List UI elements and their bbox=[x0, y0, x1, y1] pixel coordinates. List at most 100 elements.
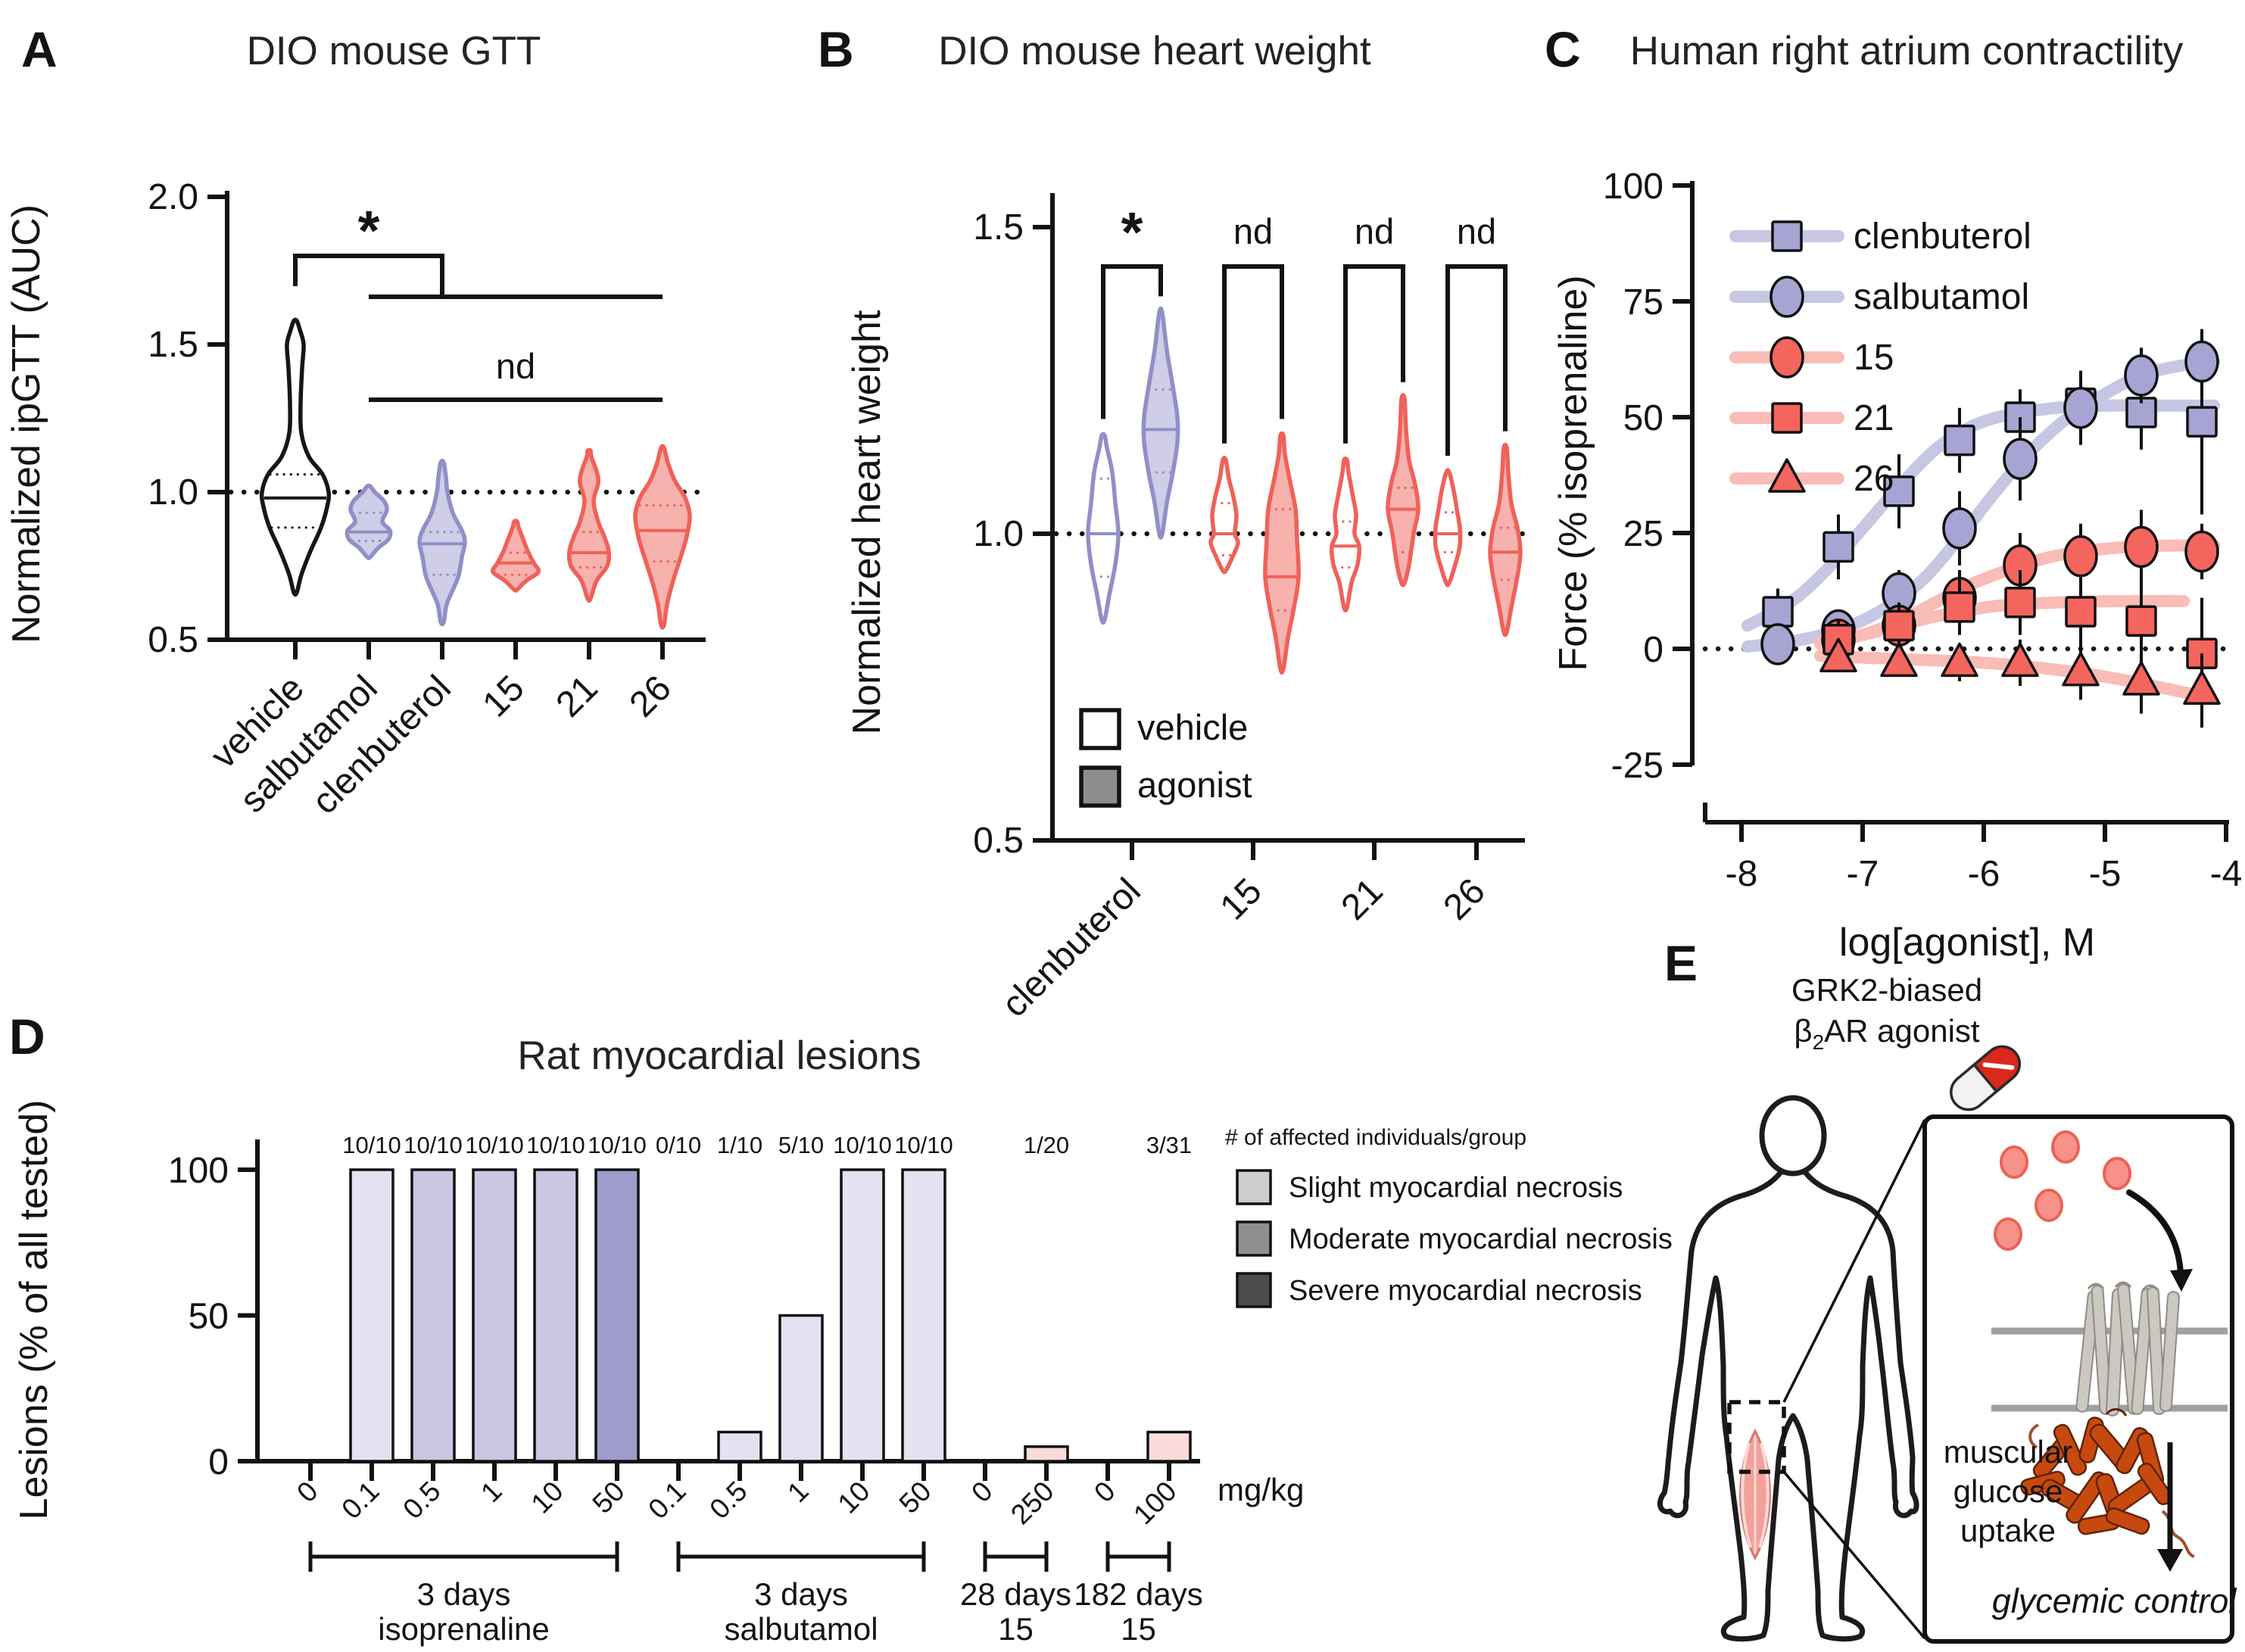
c-point-21 bbox=[1883, 609, 1915, 642]
d-count-label: 10/10 bbox=[404, 1132, 463, 1158]
d-count-label: 10/10 bbox=[833, 1132, 892, 1158]
c-legend-marker-26 bbox=[1768, 458, 1806, 493]
c-point-21 bbox=[2065, 596, 2097, 628]
muscle-icon bbox=[1739, 1428, 1771, 1561]
d-ytick: 50 bbox=[189, 1297, 229, 1337]
panel-a-title: DIO mouse GTT bbox=[247, 29, 541, 73]
c-legend-label: 21 bbox=[1854, 398, 1894, 438]
d-bar-100 bbox=[1146, 1430, 1192, 1463]
d-dose-label: 100 bbox=[1127, 1476, 1183, 1531]
d-bar-1 bbox=[778, 1314, 824, 1463]
a-violin-vehicle bbox=[259, 317, 332, 597]
glycemic-control-text: glycemic control bbox=[1992, 1582, 2238, 1620]
zoom-connector-bottom bbox=[1782, 1470, 1926, 1640]
panel-b-title: DIO mouse heart weight bbox=[938, 29, 1371, 73]
d-bar-0.5 bbox=[717, 1430, 762, 1463]
d-group-label: 15 bbox=[1121, 1611, 1156, 1647]
d-group-label: salbutamol bbox=[724, 1611, 878, 1647]
panel-d-title: Rat myocardial lesions bbox=[517, 1033, 921, 1078]
b-violin-agonist-15 bbox=[1263, 431, 1301, 675]
c-point-21 bbox=[2125, 605, 2157, 637]
panel-a: A DIO mouse GTT Normalized ipGTT (AUC) 0… bbox=[5, 21, 707, 822]
a-ytick: 0.5 bbox=[148, 620, 198, 660]
panel-b-letter: B bbox=[818, 21, 854, 77]
c-point-clenbuterol bbox=[2186, 406, 2218, 438]
c-ytick: 50 bbox=[1623, 398, 1663, 438]
c-ytick: 25 bbox=[1623, 514, 1663, 554]
d-dose-label: 0 bbox=[1088, 1476, 1121, 1509]
d-legend-swatch bbox=[1236, 1220, 1272, 1257]
vehicle-legend-label: vehicle bbox=[1137, 707, 1248, 747]
panel-d-legend: Slight myocardial necrosis Moderate myoca… bbox=[1236, 1169, 1673, 1308]
d-dose-label: 0 bbox=[291, 1476, 324, 1509]
b-ytick: 0.5 bbox=[973, 821, 1024, 861]
panel-d-ylabel: Lesions (% of all tested) bbox=[12, 1100, 56, 1520]
c-xtick: -8 bbox=[1726, 854, 1758, 894]
c-ytick: 100 bbox=[1603, 167, 1663, 207]
d-bar-0.5 bbox=[410, 1168, 456, 1463]
b-category-label: clenbuterol bbox=[994, 871, 1149, 1025]
grk2-kinase-icon bbox=[2020, 1408, 2195, 1558]
c-ytick: -25 bbox=[1611, 746, 1663, 786]
d-count-label: 10/10 bbox=[465, 1132, 524, 1158]
b-sig-star: * bbox=[1121, 201, 1143, 263]
c-point-26 bbox=[1819, 637, 1857, 672]
b-violin-vehicle-15 bbox=[1208, 456, 1240, 575]
a-sig-nd: nd bbox=[496, 346, 535, 386]
c-point-salbutamol bbox=[2124, 354, 2159, 397]
b-category-label: 15 bbox=[1213, 871, 1270, 927]
d-count-label: 3/31 bbox=[1146, 1132, 1192, 1158]
d-dose-label: 1 bbox=[781, 1476, 815, 1509]
d-legend-label: Slight myocardial necrosis bbox=[1289, 1172, 1623, 1204]
c-point-clenbuterol bbox=[1762, 596, 1794, 628]
c-legend-marker-salbutamol bbox=[1769, 276, 1804, 318]
b-category-label: 26 bbox=[1436, 871, 1493, 927]
d-count-label: 10/10 bbox=[588, 1132, 647, 1158]
c-point-salbutamol bbox=[1942, 507, 1977, 550]
d-bar-10 bbox=[533, 1168, 578, 1463]
panel-c-xlabel: log[agonist], M bbox=[1839, 921, 2095, 965]
d-bar-0.1 bbox=[349, 1168, 394, 1463]
panel-c: C Human right atrium contractility Force… bbox=[1545, 21, 2242, 965]
pill-icon bbox=[1950, 1045, 2021, 1111]
c-point-26 bbox=[1941, 642, 1978, 678]
d-count-label: 1/10 bbox=[717, 1132, 762, 1158]
d-bar-1 bbox=[472, 1168, 517, 1463]
d-count-label: 10/10 bbox=[342, 1132, 401, 1158]
a-violin-26 bbox=[633, 444, 692, 630]
c-trend-21 bbox=[1814, 594, 2190, 648]
d-dose-label: 1 bbox=[475, 1476, 508, 1509]
c-point-26 bbox=[2122, 661, 2160, 696]
d-legend-label: Moderate myocardial necrosis bbox=[1289, 1223, 1673, 1255]
b-sig-nd: nd bbox=[1355, 211, 1394, 251]
d-ytick: 100 bbox=[168, 1151, 229, 1191]
a-violin-15 bbox=[490, 519, 541, 593]
panel-b: B DIO mouse heart weight Normalized hear… bbox=[818, 21, 1526, 1025]
head bbox=[1759, 1095, 1827, 1177]
c-point-21 bbox=[2004, 587, 2036, 619]
c-xtick: -7 bbox=[1847, 854, 1879, 894]
panel-d-unit: mg/kg bbox=[1218, 1472, 1304, 1507]
c-point-15 bbox=[2063, 535, 2098, 578]
b-violin-agonist-26 bbox=[1488, 442, 1523, 637]
d-legend-swatch bbox=[1236, 1272, 1272, 1308]
b-violin-vehicle-26 bbox=[1433, 468, 1463, 588]
panel-e-letter: E bbox=[1664, 935, 1698, 991]
c-legend-marker-21 bbox=[1771, 402, 1803, 434]
d-group-label: 3 days bbox=[754, 1576, 848, 1612]
d-dose-label: 250 bbox=[1005, 1476, 1060, 1531]
d-legend-label: Severe myocardial necrosis bbox=[1289, 1275, 1642, 1307]
a-category-label: 21 bbox=[549, 668, 606, 725]
c-ytick: 0 bbox=[1643, 630, 1663, 670]
agonist-swatch bbox=[1079, 765, 1121, 808]
binding-arrow-icon bbox=[2126, 1189, 2193, 1292]
c-point-salbutamol bbox=[2063, 387, 2098, 429]
d-count-label: 5/10 bbox=[778, 1132, 824, 1158]
uptake-arrow-icon bbox=[2157, 1442, 2183, 1572]
b-violin-vehicle-clenbuterol bbox=[1086, 432, 1121, 625]
d-dose-label: 10 bbox=[525, 1476, 569, 1520]
d-count-label: 0/10 bbox=[656, 1132, 701, 1158]
agonist-molecules-icon bbox=[1994, 1130, 2131, 1251]
